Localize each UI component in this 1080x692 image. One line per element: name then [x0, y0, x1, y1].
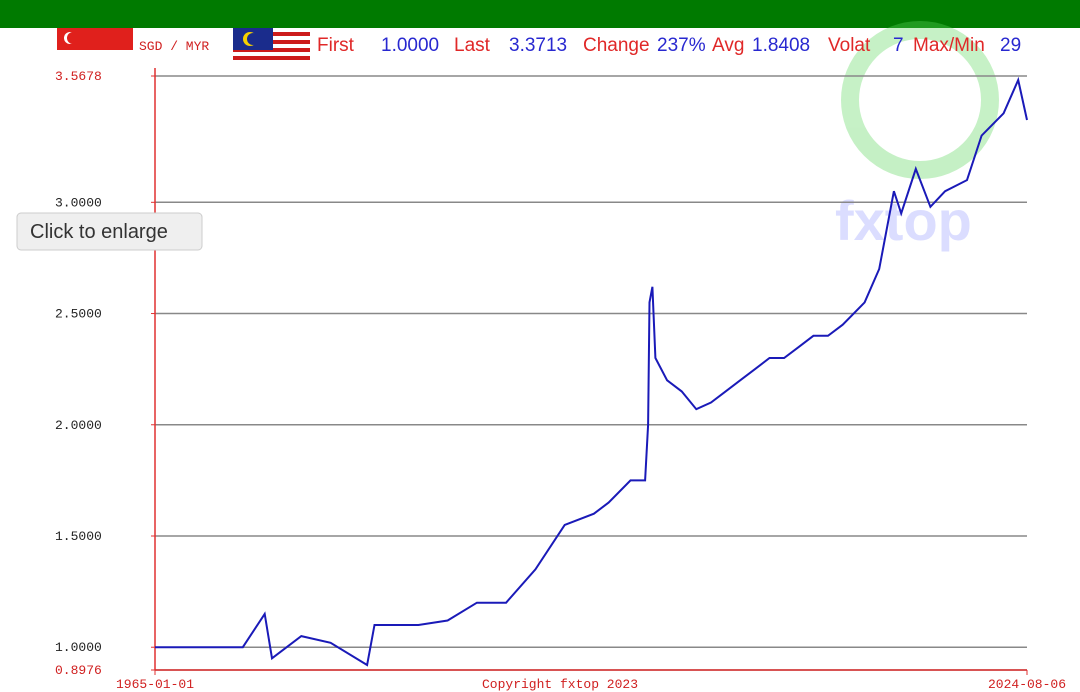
- copyright: Copyright fxtop 2023: [482, 677, 638, 692]
- y-tick-label: 2.5000: [55, 307, 102, 322]
- pair-label: SGD / MYR: [139, 39, 209, 54]
- stat-label: Last: [454, 35, 491, 56]
- stat-label: First: [317, 35, 355, 56]
- stat-label: Change: [583, 35, 650, 56]
- flag-sg: [57, 28, 133, 66]
- tooltip-box: [16, 212, 203, 251]
- stat-value: 237%: [657, 35, 706, 56]
- stat-value: 3.3713: [509, 35, 567, 56]
- stat-value: 7: [893, 35, 904, 56]
- y-tick-label: 3.0000: [55, 195, 102, 210]
- y-tick-label: 3.5678: [55, 69, 102, 84]
- x-tick-label: 1965-01-01: [116, 677, 194, 692]
- y-tick-label: 2.0000: [55, 418, 102, 433]
- stat-label: Max/Min: [913, 35, 985, 56]
- stat-value: 1.8408: [752, 35, 810, 56]
- stat-value: 1.0000: [381, 35, 439, 56]
- watermark-text: fxtop: [835, 189, 972, 252]
- top-bar: [0, 0, 1080, 28]
- y-tick-label: 1.0000: [55, 640, 102, 655]
- tooltip: Click to enlarge: [16, 212, 203, 251]
- stat-label: Volat: [828, 35, 871, 56]
- y-tick-label: 0.8976: [55, 663, 102, 678]
- y-tick-label: 1.5000: [55, 529, 102, 544]
- stat-label: Avg: [712, 35, 744, 56]
- tooltip-text: Click to enlarge: [30, 221, 168, 243]
- series-line: [155, 76, 1028, 667]
- flag-my: [233, 28, 310, 66]
- x-tick-label: 2024-08-06: [988, 677, 1066, 692]
- watermark: fxtop: [835, 21, 999, 252]
- stat-value: 29: [1000, 35, 1021, 56]
